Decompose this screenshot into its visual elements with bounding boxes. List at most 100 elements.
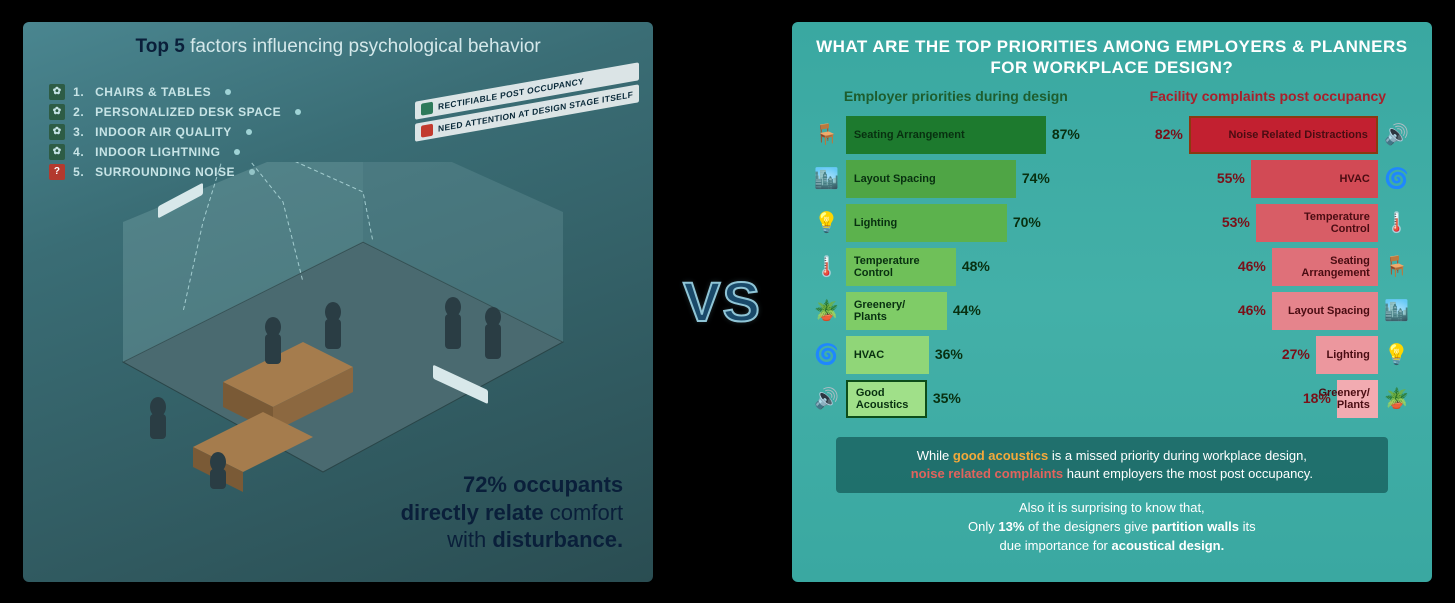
leaf-icon: ✿ [49,124,65,140]
category-icon: 🌀 [1382,164,1412,194]
bar-pct: 87% [1052,126,1080,142]
bar-track: Layout Spacing 46% [1124,292,1378,330]
bar: Seating Arrangement [846,116,1046,154]
bar-pct: 48% [962,258,990,274]
bar-track: Lighting70% [846,204,1100,242]
bar-label: Lighting [854,217,897,229]
check-icon [421,101,433,115]
left-stat-text: 72% occupants directly relate comfort wi… [333,471,623,554]
bar-pct: 74% [1022,170,1050,186]
category-icon: 🌀 [812,340,842,370]
connector-dot-icon [246,129,252,135]
left-chart-heading: Employer priorities during design [812,88,1100,105]
bar: Greenery/ Plants [846,292,947,330]
bar-pct: 18% [1303,390,1331,406]
bar-label: Lighting [1326,349,1369,361]
category-icon: 💡 [1382,340,1412,370]
bar-label: HVAC [854,349,884,361]
bar-track: Greenery/ Plants 18% [1124,380,1378,418]
bar-track: HVAC55% [1124,160,1378,198]
factor-label: CHAIRS & TABLES [95,85,211,99]
bar-label: Temperature Control [1264,211,1370,235]
bar-track: Lighting27% [1124,336,1378,374]
bar-pct: 82% [1155,126,1183,142]
bar-label: Greenery/ Plants [854,299,905,323]
factor-row: ✿4.INDOOR LIGHTNING [49,144,301,160]
bar-row: 🪑Seating Arrangement 87% [812,115,1100,155]
bar-track: Noise Related Distractions82% [1124,116,1378,154]
sub1: Also it is surprising to know that, [1019,500,1205,515]
factor-row: ✿ 2. PERSONALIZED DESK SPACE [49,104,301,120]
category-icon: 🪑 [812,120,842,150]
sub2e: its [1239,519,1256,534]
bar-row: 🪑Seating Arrangement46% [1124,247,1412,287]
bar-pct: 55% [1217,170,1245,186]
bar: Lighting [1316,336,1378,374]
bar-pct: 46% [1238,302,1266,318]
leaf-icon: ✿ [49,144,65,160]
bar: Layout Spacing [846,160,1016,198]
facility-complaints-chart: Facility complaints post occupancy 🔊Nois… [1124,88,1412,423]
bar: Lighting [846,204,1007,242]
right-title: WHAT ARE THE TOP PRIORITIES AMONG EMPLOY… [812,36,1412,79]
bar-track: Temperature Control 53% [1124,204,1378,242]
bar: Greenery/ Plants [1337,380,1378,418]
right-infographic-panel: WHAT ARE THE TOP PRIORITIES AMONG EMPLOY… [792,22,1432,582]
caption-box: While good acoustics is a missed priorit… [836,437,1388,493]
bar-label: Layout Spacing [854,173,936,185]
bar-row: 🪴 Greenery/ Plants 44% [812,291,1100,331]
bar-row: 🏙️Layout Spacing46% [1124,291,1412,331]
left-title-rest: factors influencing psychological behavi… [185,36,541,57]
connector-dot-icon [225,89,231,95]
bar-row: 🌀HVAC36% [812,335,1100,375]
bar: Layout Spacing [1272,292,1378,330]
bar-pct: 46% [1238,258,1266,274]
connector-dot-icon [234,149,240,155]
sub2b: 13% [998,519,1024,534]
factor-num: 4. [73,145,87,159]
isometric-office-illustration [63,162,583,502]
category-icon: 🪴 [812,296,842,326]
bar-row: 🔊Noise Related Distractions82% [1124,115,1412,155]
cap-mid: is a missed priority during workplace de… [1048,448,1307,463]
connector-dot-icon [295,109,301,115]
cap-pre: While [917,448,953,463]
left-title-accent: Top 5 [136,36,185,57]
category-icon: 🌡️ [812,252,842,282]
stat-pct: 72% [463,472,507,497]
bar-row: 💡Lighting70% [812,203,1100,243]
stat-l3b: disturbance. [492,527,623,552]
factor-num: 3. [73,125,87,139]
bar-track: Temperature Control48% [846,248,1100,286]
sub2d: partition walls [1152,519,1239,534]
right-chart-heading: Facility complaints post occupancy [1124,88,1412,105]
stat-l2a: directly [401,500,485,525]
stat-l2b: relate [485,500,544,525]
factor-label: PERSONALIZED DESK SPACE [95,105,281,119]
bar-row: 🌀HVAC55% [1124,159,1412,199]
bar-label: Layout Spacing [1288,305,1370,317]
factor-num: 1. [73,85,87,99]
factor-num: 2. [73,105,87,119]
stat-l2c: comfort [544,500,623,525]
charts-container: Employer priorities during design 🪑Seati… [812,88,1412,423]
legend: RECTIFIABLE POST OCCUPANCY NEED ATTENTIO… [415,62,639,142]
cap-gold: good acoustics [953,448,1048,463]
category-icon: 🌡️ [1382,208,1412,238]
bar: Temperature Control [1256,204,1378,242]
sub3b: acoustical design. [1112,538,1225,553]
leaf-icon: ✿ [49,84,65,100]
category-icon: 🏙️ [812,164,842,194]
bar: HVAC [846,336,929,374]
bar: Good Acoustics [846,380,927,418]
bar-track: Good Acoustics35% [846,380,1100,418]
bar-pct: 53% [1222,214,1250,230]
bar-track: Seating Arrangement46% [1124,248,1378,286]
bar-pct: 44% [953,302,981,318]
sub3a: due importance for [999,538,1111,553]
bar-row: 💡Lighting27% [1124,335,1412,375]
leaf-icon: ✿ [49,104,65,120]
bar-track: Greenery/ Plants 44% [846,292,1100,330]
stat-l3a: with [447,527,492,552]
cap-red: noise related complaints [911,466,1063,481]
